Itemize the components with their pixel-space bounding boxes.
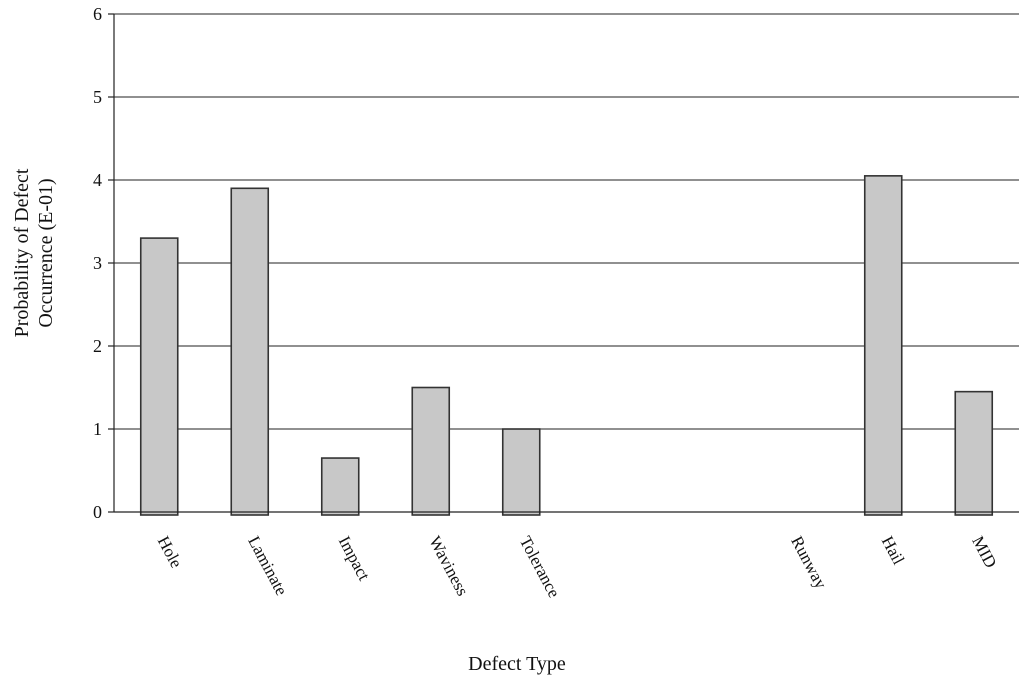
bar-tolerance [501,428,541,516]
y-tick-labels: 0 1 2 3 4 5 6 [93,4,114,522]
x-axis-title: Defect Type [468,653,566,675]
x-category-label: MID [968,533,1000,571]
y-tick-label: 5 [93,87,102,107]
y-tick-label: 3 [93,253,102,273]
y-tick-label: 1 [93,419,102,439]
x-category-label: Laminate [244,533,291,599]
bar-hail [863,175,903,516]
bar-impact [320,457,360,516]
bar-laminate [230,187,270,516]
y-tick-label: 4 [93,170,102,190]
x-category-label: Runway [787,533,831,592]
x-category-label: Impact [335,533,374,584]
bar-hole [139,237,179,516]
bar-mid [954,390,994,516]
x-category-label: Hole [154,533,186,571]
y-tick-label: 0 [93,502,102,522]
x-category-label: Hail [878,533,909,568]
y-axis-title: Probability of Defect Occurrence (E-01) [11,168,57,337]
y-axis-title-line-1: Probability of Defect [11,168,33,337]
x-category-label: Waviness [425,533,472,599]
bars [139,175,994,516]
y-axis-title-line-2: Occurrence (E-01) [35,178,57,327]
x-category-labels: Hole Laminate Impact Waviness Tolerance Runwa… [154,533,1001,601]
bar-waviness [411,386,451,516]
y-tick-label: 2 [93,336,102,356]
x-category-label: Tolerance [516,533,564,601]
y-tick-label: 6 [93,4,102,24]
